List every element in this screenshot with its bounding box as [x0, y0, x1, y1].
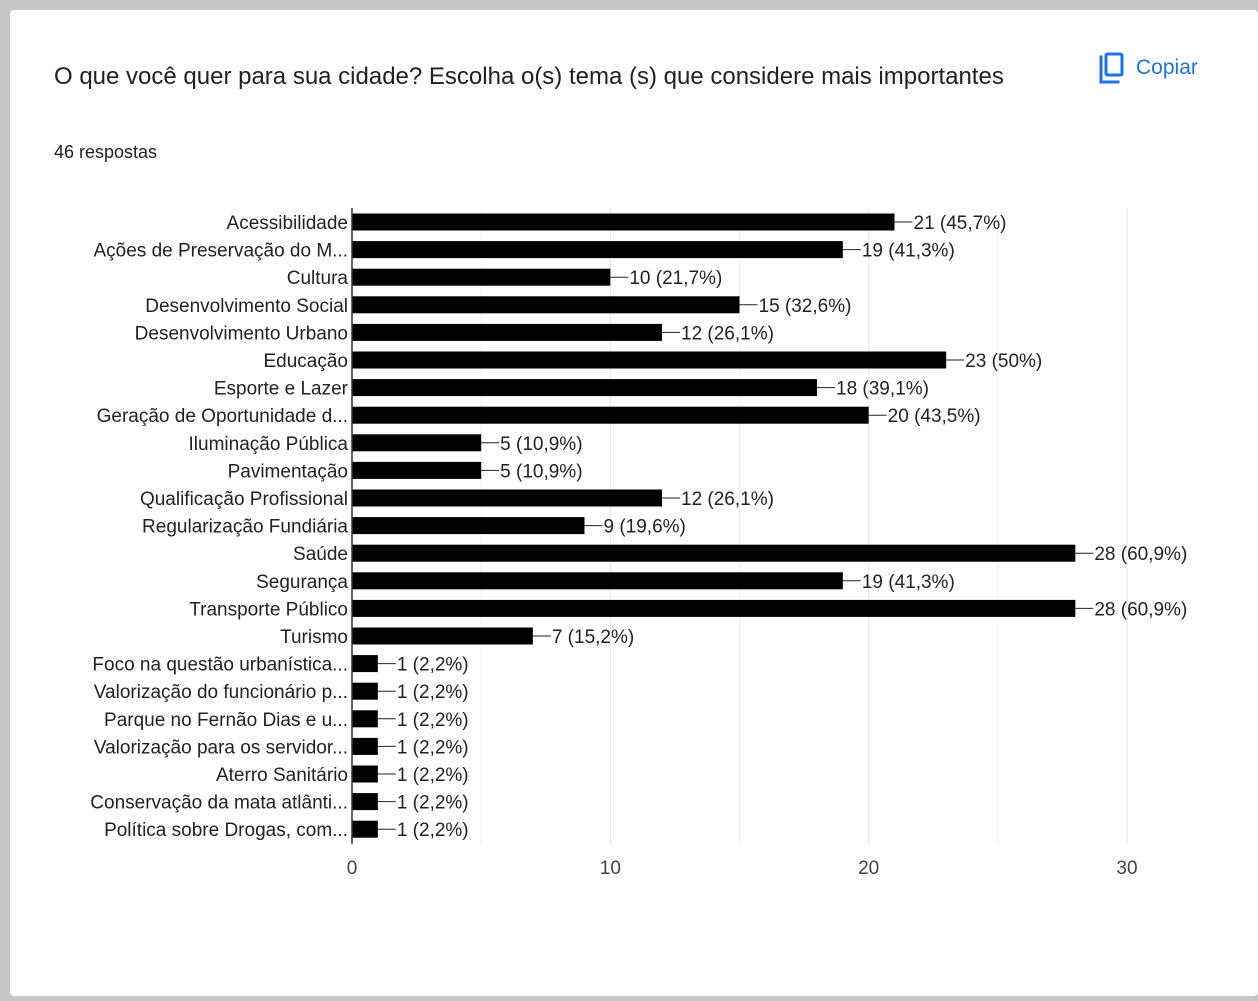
bar [352, 461, 482, 479]
data-label: 21 (45,7%) [914, 213, 1007, 234]
bar [352, 268, 611, 286]
category-label: Política sobre Drogas, com... [104, 820, 348, 841]
x-tick-label: 0 [347, 858, 358, 879]
bar [352, 323, 662, 341]
data-label: 20 (43,5%) [888, 406, 981, 427]
category-label: Aterro Sanitário [216, 765, 348, 786]
bar [352, 517, 585, 535]
data-label: 15 (32,6%) [759, 296, 852, 317]
category-label: Regularização Fundiária [142, 517, 348, 538]
copy-icon [1096, 51, 1126, 85]
question-title: O que você quer para sua cidade? Escolha… [54, 63, 1004, 90]
category-label: Parque no Fernão Dias e u... [104, 710, 348, 731]
category-label: Valorização do funcionário p... [94, 682, 348, 703]
data-label: 7 (15,2%) [552, 627, 634, 648]
bar [352, 406, 869, 424]
data-label: 1 (2,2%) [397, 682, 469, 703]
bar [352, 296, 740, 314]
bar [352, 710, 378, 728]
copy-label: Copiar [1136, 56, 1198, 79]
data-label: 10 (21,7%) [629, 268, 722, 289]
category-label: Transporte Público [189, 599, 348, 620]
data-label: 28 (60,9%) [1094, 599, 1187, 620]
data-label: 23 (50%) [965, 351, 1042, 372]
category-label: Qualificação Profissional [140, 489, 348, 510]
category-label: Educação [263, 351, 348, 372]
category-label: Saúde [293, 544, 348, 565]
data-label: 1 (2,2%) [397, 793, 469, 814]
x-tick-label: 30 [1116, 858, 1137, 879]
category-label: Iluminação Pública [189, 434, 349, 455]
category-label: Esporte e Lazer [214, 379, 349, 400]
category-label: Valorização para os servidor... [94, 737, 348, 758]
category-label: Desenvolvimento Social [145, 296, 348, 317]
category-label: Conservação da mata atlânti... [90, 793, 348, 814]
data-label: 5 (10,9%) [500, 434, 582, 455]
category-label: Pavimentação [228, 461, 348, 482]
bar [352, 572, 843, 590]
bar [352, 599, 1076, 617]
category-label: Geração de Oportunidade d... [97, 406, 348, 427]
bar [352, 379, 817, 397]
data-label: 28 (60,9%) [1094, 544, 1187, 565]
data-label: 1 (2,2%) [397, 820, 469, 841]
category-label: Turismo [280, 627, 348, 648]
category-label: Ações de Preservação do M... [93, 241, 348, 262]
x-tick-label: 10 [600, 858, 621, 879]
data-label: 12 (26,1%) [681, 323, 774, 344]
data-label: 19 (41,3%) [862, 241, 955, 262]
bar [352, 820, 378, 838]
bar [352, 213, 895, 231]
data-label: 19 (41,3%) [862, 572, 955, 593]
response-count: 46 respostas [54, 142, 158, 162]
bar [352, 682, 378, 700]
bar [352, 765, 378, 783]
bar [352, 793, 378, 811]
bar [352, 627, 533, 645]
data-label: 1 (2,2%) [397, 765, 469, 786]
category-label: Acessibilidade [227, 213, 348, 234]
category-label: Foco na questão urbanística... [92, 655, 348, 676]
bar [352, 241, 843, 259]
data-label: 1 (2,2%) [397, 737, 469, 758]
data-label: 1 (2,2%) [397, 710, 469, 731]
data-label: 1 (2,2%) [397, 655, 469, 676]
bar [352, 434, 482, 452]
bar [352, 737, 378, 755]
bar [352, 544, 1076, 562]
bar [352, 489, 662, 507]
copy-button[interactable]: Copiar [1096, 50, 1198, 86]
category-label: Desenvolvimento Urbano [135, 323, 348, 344]
category-label: Segurança [256, 572, 348, 593]
data-label: 18 (39,1%) [836, 379, 929, 400]
x-tick-label: 20 [858, 858, 879, 879]
data-label: 5 (10,9%) [500, 461, 582, 482]
bar [352, 351, 947, 369]
bar [352, 655, 378, 673]
data-label: 12 (26,1%) [681, 489, 774, 510]
category-label: Cultura [287, 268, 349, 289]
data-label: 9 (19,6%) [604, 517, 686, 538]
